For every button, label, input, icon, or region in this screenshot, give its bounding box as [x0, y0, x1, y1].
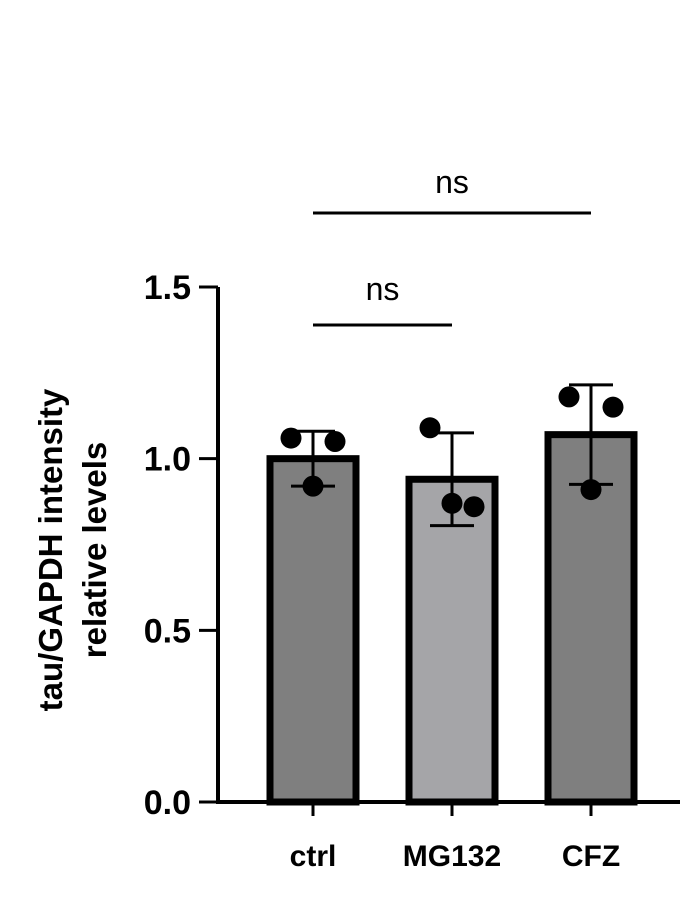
y-tick-label-1.5: 1.5 [144, 269, 191, 307]
y-axis-label-line-2: relative levels [76, 442, 113, 659]
category-labels-layer: ctrl MG132 CFZ [290, 840, 621, 873]
y-axis-label: tau/GAPDH intensity relative levels [32, 388, 113, 711]
y-tick-label-1.0: 1.0 [144, 441, 191, 479]
data-point-ctrl-3 [302, 475, 324, 497]
category-label-mg132: MG132 [403, 840, 501, 873]
data-point-ctrl-2 [324, 431, 346, 452]
data-point-cfz-1 [558, 386, 580, 408]
data-point-mg132-2 [463, 496, 485, 518]
data-point-mg132-1 [419, 417, 441, 439]
category-label-ctrl: ctrl [290, 840, 337, 873]
data-points-layer [280, 386, 624, 518]
tick-labels-layer: 0.0 0.5 1.0 1.5 [144, 269, 191, 822]
significance-label-2: ns [435, 164, 469, 200]
significance-label-1: ns [366, 271, 400, 307]
bar-ctrl [266, 455, 360, 806]
y-tick-label-0.5: 0.5 [144, 612, 191, 650]
bar-mg132 [405, 475, 499, 806]
significance-layer: ns ns [313, 164, 591, 327]
data-point-mg132-3 [441, 492, 463, 514]
category-label-cfz: CFZ [562, 840, 620, 873]
y-tick-label-0.0: 0.0 [144, 784, 191, 822]
data-point-cfz-3 [580, 479, 602, 501]
data-point-ctrl-1 [280, 427, 302, 449]
y-axis-label-line-1: tau/GAPDH intensity [32, 388, 69, 711]
data-point-cfz-2 [602, 396, 624, 418]
axes-layer [199, 285, 680, 816]
